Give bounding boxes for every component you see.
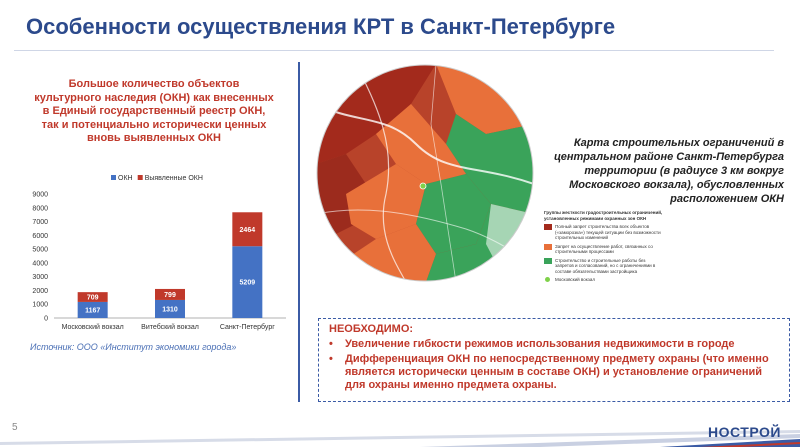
y-tick-label: 8000	[32, 205, 48, 212]
y-tick-label: 1000	[32, 302, 48, 309]
map-image	[316, 64, 534, 282]
bar-value-label: 1167	[85, 307, 100, 314]
legend-swatch-icon	[111, 175, 116, 180]
footer-stripes	[0, 430, 800, 447]
vertical-divider	[298, 62, 300, 402]
bar-value-label: 5209	[240, 280, 256, 287]
y-tick-label: 2000	[32, 288, 48, 295]
chart-source: Источник: ООО «Институт экономики города…	[30, 342, 237, 352]
page-title: Особенности осуществления КРТ в Санкт-Пе…	[26, 14, 616, 39]
necessary-title: НЕОБХОДИМО:	[329, 323, 414, 335]
y-tick-label: 6000	[32, 233, 48, 240]
legend-item: Строительство и строительные работы без …	[544, 257, 664, 275]
legend-label: Полный запрет строительства всех объекто…	[555, 224, 661, 240]
legend-item: Московский вокзал	[544, 277, 664, 283]
bar-segment	[155, 299, 185, 318]
legend-label: Московский вокзал	[555, 277, 595, 282]
x-tick-label: Московский вокзал	[62, 323, 124, 331]
okn-bar-chart: ОКН Выявленные ОКН 0 1000 2000 3000 4000 5000 60…	[16, 168, 296, 340]
y-tick-label: 7000	[32, 219, 48, 226]
bullet-icon: •	[329, 338, 333, 350]
legend-entry: Выявленные ОКН	[145, 175, 203, 182]
x-tick-label: Витебский вокзал	[141, 323, 199, 331]
necessary-item-text: Увеличение гибкости режимов использовани…	[345, 338, 735, 350]
bar-segment	[232, 246, 263, 318]
y-tick-label: 5000	[32, 247, 48, 254]
y-tick-label: 4000	[32, 260, 48, 267]
legend-swatch-icon	[137, 175, 143, 180]
map-legend: Группы жесткости градостроительных огран…	[544, 210, 664, 286]
necessary-box: НЕОБХОДИМО: • Увеличение гибкости режимо…	[318, 318, 790, 402]
bar-segment	[77, 292, 108, 302]
bullet-icon: •	[329, 353, 333, 365]
x-tick-label: Санкт-Петербург	[220, 323, 275, 331]
legend-item: Полный запрет строительства всех объекто…	[544, 224, 664, 241]
legend-label: Строительство и строительные работы без …	[555, 257, 656, 274]
bar-segment	[155, 288, 185, 300]
restrictions-map	[316, 64, 534, 282]
bar-value-label: 709	[87, 295, 99, 302]
bar-value-label: 1310	[162, 306, 178, 313]
chart-svg: ОКН Выявленные ОКН 0 1000 2000 3000 4000 5000 60…	[32, 175, 286, 331]
legend-item: Запрет на осуществление работ, связанных…	[544, 243, 664, 255]
bar-value-label: 2464	[240, 227, 256, 234]
y-tick-label: 9000	[32, 192, 48, 199]
necessary-item: • Дифференциация ОКН по непосредственном…	[329, 353, 779, 392]
map-caption: Карта строительных ограничений в централ…	[554, 137, 784, 205]
chart-caption: Большое количество объектов культурного …	[34, 78, 274, 144]
y-tick-label: 0	[44, 316, 48, 323]
legend-swatch-icon	[544, 224, 552, 230]
bar-segment	[77, 301, 108, 318]
station-marker-icon	[419, 182, 427, 190]
bar-segment	[232, 212, 263, 247]
page-number: 5	[12, 422, 18, 433]
necessary-item: • Увеличение гибкости режимов использова…	[329, 338, 779, 351]
legend-swatch-icon	[544, 243, 552, 250]
legend-entry: ОКН	[118, 175, 133, 182]
legend-swatch-icon	[544, 257, 552, 264]
bar-value-label: 799	[164, 292, 176, 299]
legend-label: Запрет на осуществление работ, связанных…	[555, 243, 653, 255]
y-tick-label: 3000	[32, 274, 48, 281]
necessary-item-text: Дифференциация ОКН по непосредственному …	[345, 353, 769, 391]
legend-title: Группы жесткости градостроительных огран…	[544, 210, 663, 221]
nostroy-logo: НОСТРОЙ	[708, 424, 781, 440]
title-divider	[14, 50, 774, 51]
station-dot-icon	[545, 277, 550, 282]
